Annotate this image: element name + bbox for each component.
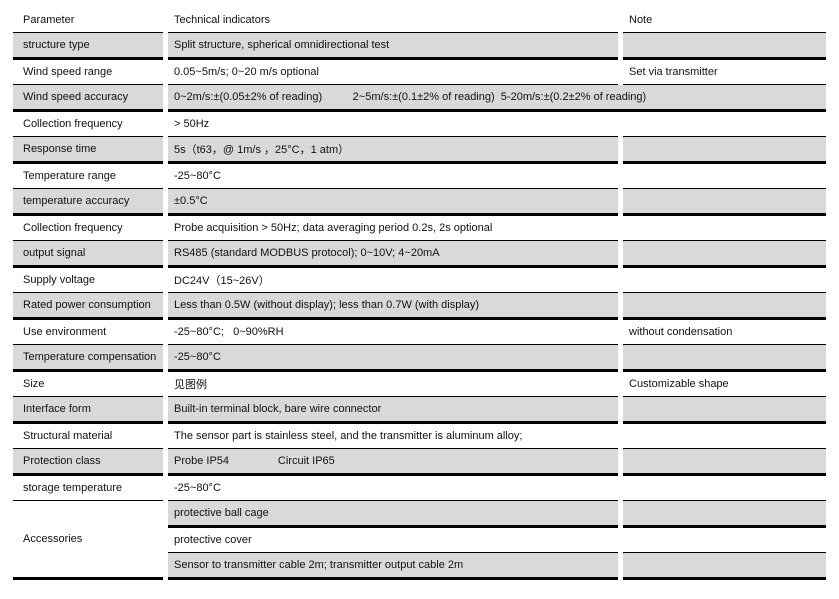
param-cell: Use environment bbox=[13, 320, 163, 345]
note-cell bbox=[623, 33, 826, 60]
tech-cell: protective cover bbox=[168, 528, 618, 553]
param-cell: Wind speed range bbox=[13, 60, 163, 85]
table-row: Structural material The sensor part is st… bbox=[13, 424, 826, 449]
table-row: Collection frequency Probe acquisition > … bbox=[13, 216, 826, 241]
note-cell bbox=[623, 216, 826, 241]
param-cell: Temperature compensation bbox=[13, 345, 163, 372]
note-cell bbox=[623, 528, 826, 553]
table-row: Collection frequency > 50Hz bbox=[13, 112, 826, 137]
table-row: temperature accuracy ±0.5°C bbox=[13, 189, 826, 216]
table-row: Temperature compensation -25~80°C bbox=[13, 345, 826, 372]
note-cell bbox=[623, 553, 826, 580]
table-row: Protection class Probe IP54 Circuit IP65 bbox=[13, 449, 826, 476]
tech-cell: -25~80°C bbox=[168, 476, 618, 501]
param-cell: Interface form bbox=[13, 397, 163, 424]
tech-cell: Split structure, spherical omnidirection… bbox=[168, 33, 618, 60]
param-cell: Collection frequency bbox=[13, 112, 163, 137]
header-row: Parameter Technical indicators Note bbox=[13, 8, 826, 33]
tech-cell: The sensor part is stainless steel, and … bbox=[168, 424, 618, 449]
tech-cell: Probe acquisition > 50Hz; data averaging… bbox=[168, 216, 618, 241]
table-row: Use environment -25~80°C; 0~90%RH without … bbox=[13, 320, 826, 345]
col-header-parameter: Parameter bbox=[13, 8, 163, 33]
table-row: Wind speed range 0.05~5m/s; 0~20 m/s opti… bbox=[13, 60, 826, 85]
param-cell: Size bbox=[13, 372, 163, 397]
table-row: output signal RS485 (standard MODBUS prot… bbox=[13, 241, 826, 268]
table-row: Temperature range -25~80°C bbox=[13, 164, 826, 189]
note-cell bbox=[623, 476, 826, 501]
note-cell bbox=[623, 501, 826, 528]
note-cell bbox=[623, 345, 826, 372]
table-row: storage temperature -25~80°C bbox=[13, 476, 826, 501]
table-row: Wind speed accuracy 0~2m/s:±(0.05±2% of r… bbox=[13, 85, 826, 112]
note-cell bbox=[623, 268, 826, 293]
spec-table: Parameter Technical indicators Note stru… bbox=[8, 8, 831, 580]
spec-table-header: Parameter Technical indicators Note bbox=[13, 8, 826, 33]
note-cell bbox=[623, 449, 826, 476]
param-cell: Collection frequency bbox=[13, 216, 163, 241]
param-cell-accessories: Accessories bbox=[13, 501, 163, 580]
spec-table-body: structure type Split structure, spherical… bbox=[13, 33, 826, 580]
param-cell: storage temperature bbox=[13, 476, 163, 501]
col-header-technical-indicators: Technical indicators bbox=[168, 8, 618, 33]
note-cell bbox=[623, 137, 826, 164]
tech-cell: -25~80°C bbox=[168, 345, 618, 372]
note-cell: Customizable shape bbox=[623, 372, 826, 397]
tech-cell: RS485 (standard MODBUS protocol); 0~10V;… bbox=[168, 241, 618, 268]
page: Parameter Technical indicators Note stru… bbox=[8, 8, 831, 580]
col-header-note: Note bbox=[623, 8, 826, 33]
tech-cell: 0.05~5m/s; 0~20 m/s optional bbox=[168, 60, 618, 85]
tech-cell: -25~80°C; 0~90%RH bbox=[168, 320, 618, 345]
param-cell: Response time bbox=[13, 137, 163, 164]
param-cell: Structural material bbox=[13, 424, 163, 449]
param-cell: output signal bbox=[13, 241, 163, 268]
table-row: Sensor to transmitter cable 2m; transmit… bbox=[13, 553, 826, 580]
note-cell bbox=[623, 397, 826, 424]
param-cell: Rated power consumption bbox=[13, 293, 163, 320]
tech-cell: > 50Hz bbox=[168, 112, 618, 137]
table-row: Size 见图例 Customizable shape bbox=[13, 372, 826, 397]
tech-cell: protective ball cage bbox=[168, 501, 618, 528]
note-cell: Set via transmitter bbox=[623, 60, 826, 85]
param-cell: temperature accuracy bbox=[13, 189, 163, 216]
tech-cell: 见图例 bbox=[168, 372, 618, 397]
tech-cell: Less than 0.5W (without display); less t… bbox=[168, 293, 618, 320]
table-row: Rated power consumption Less than 0.5W (w… bbox=[13, 293, 826, 320]
tech-cell: 5s（t63，@ 1m/s ，25°C，1 atm） bbox=[168, 137, 618, 164]
note-cell bbox=[623, 424, 826, 449]
note-cell bbox=[623, 112, 826, 137]
table-row: Response time 5s（t63，@ 1m/s ，25°C，1 atm） bbox=[13, 137, 826, 164]
param-cell: Supply voltage bbox=[13, 268, 163, 293]
param-cell: structure type bbox=[13, 33, 163, 60]
tech-cell: Probe IP54 Circuit IP65 bbox=[168, 449, 618, 476]
param-cell: Wind speed accuracy bbox=[13, 85, 163, 112]
note-cell bbox=[623, 293, 826, 320]
table-row: Accessories protective ball cage bbox=[13, 501, 826, 580]
tech-cell: ±0.5°C bbox=[168, 189, 618, 216]
tech-cell: Sensor to transmitter cable 2m; transmit… bbox=[168, 553, 618, 580]
tech-cell: 0~2m/s:±(0.05±2% of reading) 2~5m/s:±(0.… bbox=[168, 85, 826, 112]
note-cell bbox=[623, 189, 826, 216]
table-row: Supply voltage DC24V（15~26V） bbox=[13, 268, 826, 293]
note-cell: without condensation bbox=[623, 320, 826, 345]
tech-cell: DC24V（15~26V） bbox=[168, 268, 618, 293]
note-cell bbox=[623, 164, 826, 189]
param-cell: Temperature range bbox=[13, 164, 163, 189]
note-cell bbox=[623, 241, 826, 268]
table-row: Interface form Built-in terminal block, b… bbox=[13, 397, 826, 424]
table-row: protective cover bbox=[13, 528, 826, 553]
table-row: structure type Split structure, spherical… bbox=[13, 33, 826, 60]
param-cell: Protection class bbox=[13, 449, 163, 476]
tech-cell: Built-in terminal block, bare wire conne… bbox=[168, 397, 618, 424]
tech-cell: -25~80°C bbox=[168, 164, 618, 189]
